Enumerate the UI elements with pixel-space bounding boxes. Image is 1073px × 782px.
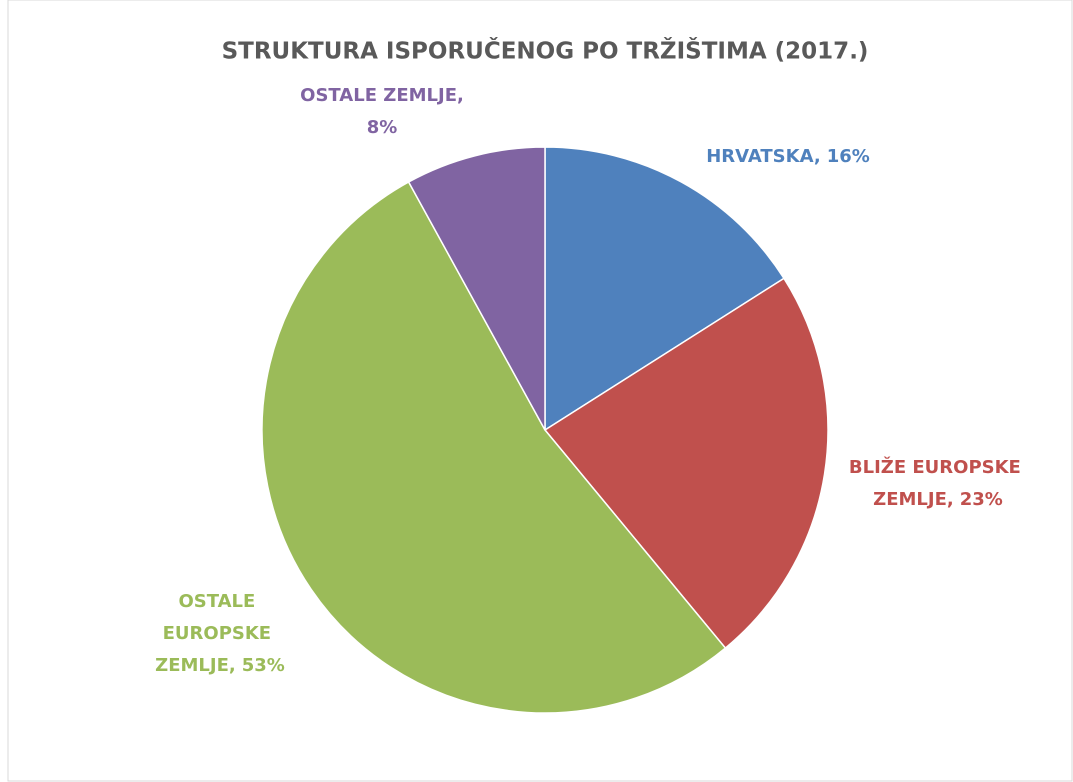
data-label: BLIŽE EUROPSKE ZEMLJE,: [849, 456, 1027, 510]
pie-slice: [261, 180, 727, 714]
pie-slice: [544, 146, 785, 432]
data-label: HRVATSKA,: [706, 146, 820, 167]
data-label: OSTALE EUROPSKE ZEMLJE,: [155, 591, 277, 676]
data-value-label: 23%: [960, 489, 1003, 510]
pie-slice: [407, 146, 546, 431]
data-value-label: 8%: [367, 117, 398, 138]
data-value-label: 16%: [827, 146, 870, 167]
data-label: OSTALE ZEMLJE,: [300, 85, 464, 106]
data-value-label: 53%: [242, 655, 285, 676]
chart-title: STRUKTURA ISPORUČENOG PO TRŽIŠTIMA (2017…: [222, 37, 869, 65]
pie-slice: [543, 277, 829, 650]
